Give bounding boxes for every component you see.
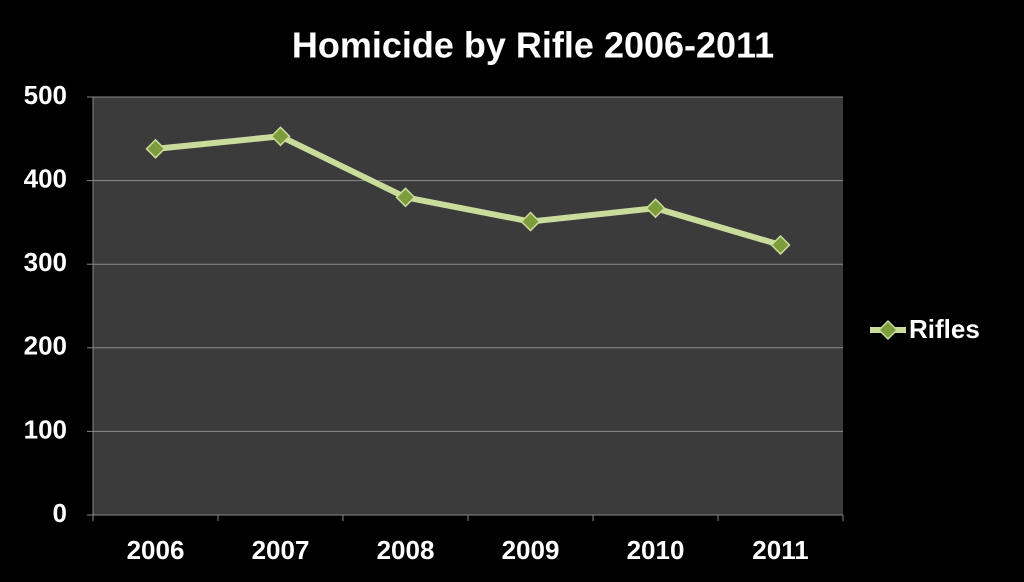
x-tick-label: 2011 bbox=[752, 535, 808, 565]
chart-title: Homicide by Rifle 2006-2011 bbox=[292, 25, 774, 66]
marker bbox=[645, 198, 666, 219]
x-tick-label: 2008 bbox=[377, 535, 435, 565]
legend-marker bbox=[877, 319, 899, 341]
marker bbox=[770, 234, 791, 256]
marker bbox=[270, 126, 291, 147]
y-tick-label: 500 bbox=[24, 80, 67, 110]
marker bbox=[520, 211, 541, 232]
x-tick-label: 2006 bbox=[127, 535, 185, 565]
y-tick-label: 400 bbox=[24, 163, 67, 193]
x-tick-label: 2009 bbox=[502, 535, 560, 565]
marker bbox=[145, 138, 166, 159]
plot-area bbox=[93, 97, 843, 515]
y-tick-label: 200 bbox=[24, 331, 67, 361]
series-line bbox=[155, 133, 782, 248]
y-tick-label: 300 bbox=[24, 247, 67, 277]
x-tick-label: 2007 bbox=[252, 535, 310, 565]
legend-label: Rifles bbox=[909, 314, 980, 344]
y-tick-label: 100 bbox=[24, 414, 67, 444]
marker bbox=[395, 187, 416, 208]
x-tick-label: 2010 bbox=[627, 535, 685, 565]
y-tick-label: 0 bbox=[53, 498, 67, 528]
